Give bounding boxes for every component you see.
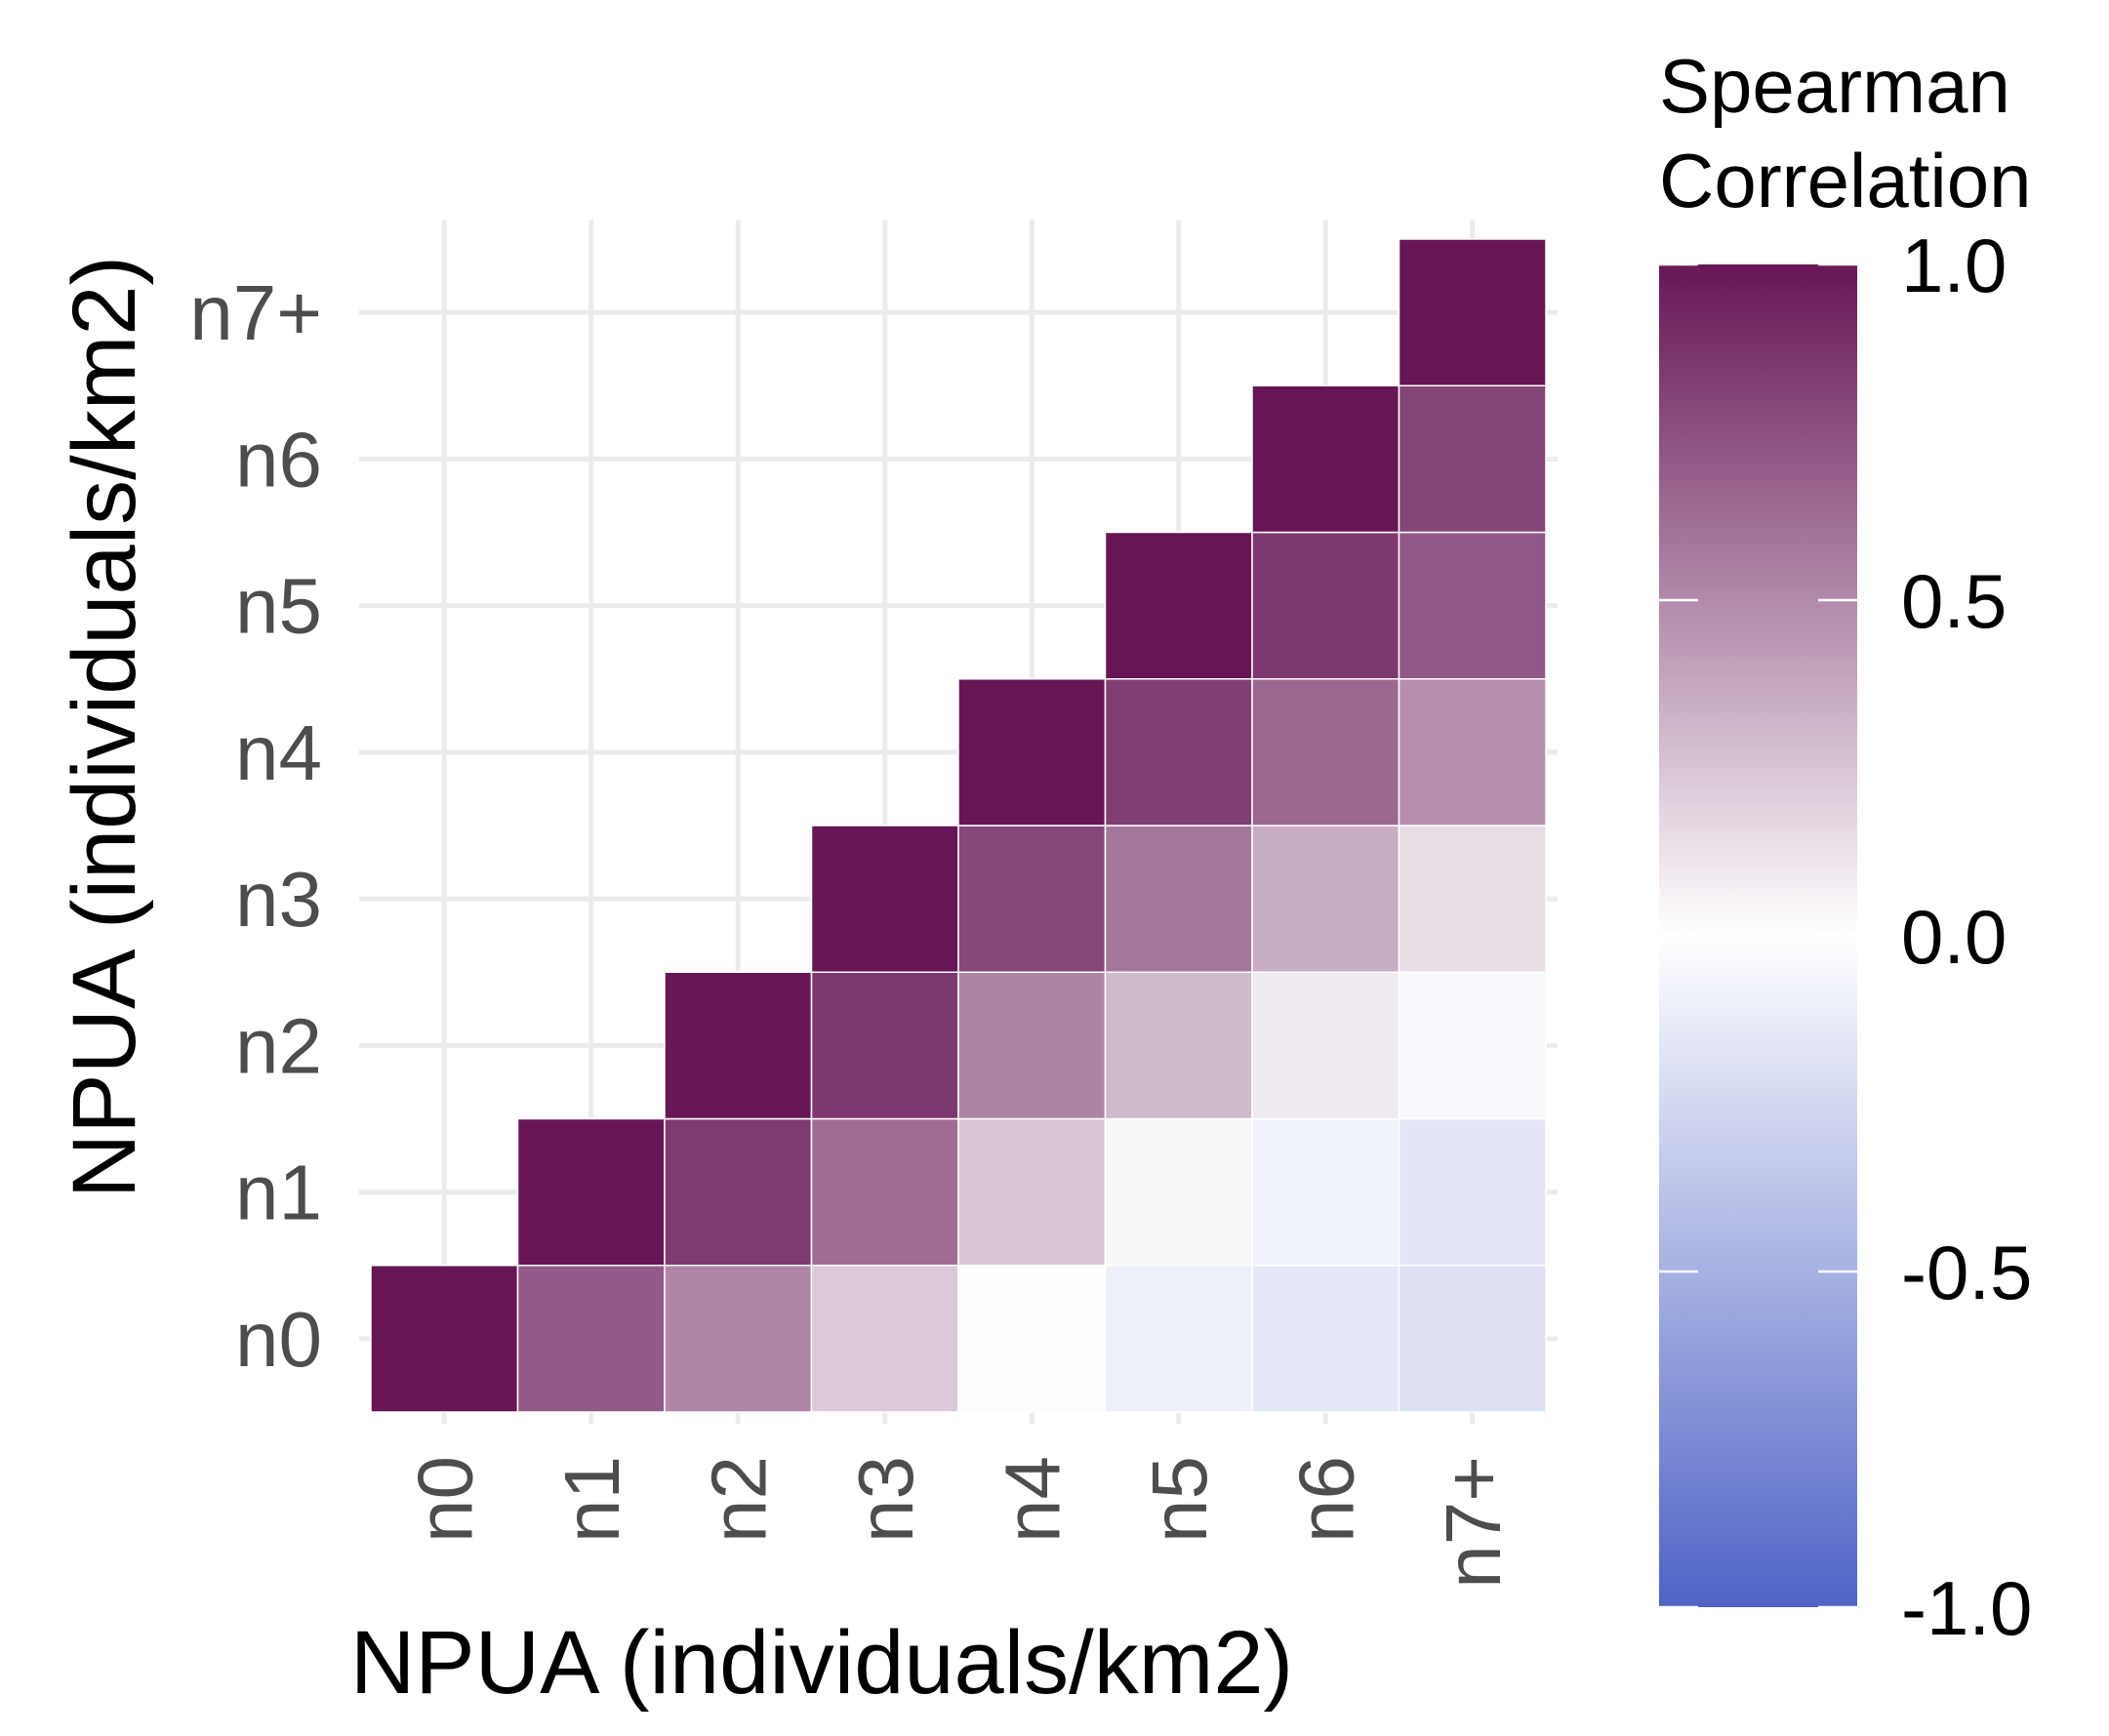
x-axis-tick-labels: n0 n1 n2 n3 n4 n5 n6 n7+ <box>401 1456 1517 1589</box>
cell-n1-n0 <box>516 1265 666 1413</box>
y-tick-label-n2: n2 <box>235 1002 322 1089</box>
cell-n2-n1 <box>664 1117 813 1267</box>
legend-title-line-1: Spearman <box>1659 43 2010 129</box>
legend-title-line-2: Correlation <box>1659 138 2032 223</box>
y-tick-label-n3: n3 <box>235 856 322 943</box>
y-axis-tick-labels: n0 n1 n2 n3 n4 n5 n6 n7+ <box>189 269 322 1383</box>
x-tick-label-n4: n4 <box>989 1456 1075 1543</box>
cell-n6-n6 <box>1251 384 1400 534</box>
x-tick-label-n0: n0 <box>401 1456 488 1543</box>
cell-n5-n1 <box>1104 1117 1253 1267</box>
cell-n0-n0 <box>370 1265 519 1413</box>
cell-n3-n3 <box>810 825 959 973</box>
cell-n4-n0 <box>957 1265 1107 1413</box>
y-tick-label-n7+: n7+ <box>189 269 322 356</box>
cell-n6-n5 <box>1251 531 1400 680</box>
y-tick-label-n4: n4 <box>235 709 322 796</box>
cell-n6-n1 <box>1251 1117 1400 1267</box>
cell-n6-n2 <box>1251 971 1400 1120</box>
cell-n5-n3 <box>1104 825 1253 973</box>
cell-n3-n1 <box>810 1117 959 1267</box>
cell-n1-n1 <box>516 1117 666 1267</box>
heatmap-cells <box>370 238 1547 1413</box>
cell-n3-n0 <box>810 1265 959 1413</box>
x-tick-label-n7+: n7+ <box>1430 1456 1517 1589</box>
cell-n5-n5 <box>1104 531 1253 680</box>
cell-n7+-n3 <box>1398 825 1547 973</box>
cell-n6-n0 <box>1251 1265 1400 1413</box>
cell-n4-n4 <box>957 678 1107 827</box>
legend-label-4: -1.0 <box>1901 1565 2032 1651</box>
y-axis-title: NPUA (individuals/km2) <box>55 256 154 1198</box>
cell-n5-n0 <box>1104 1265 1253 1413</box>
legend-label-0: 1.0 <box>1901 222 2007 308</box>
cell-n7+-n2 <box>1398 971 1547 1120</box>
cell-n5-n2 <box>1104 971 1253 1120</box>
cell-n2-n2 <box>664 971 813 1120</box>
legend-ticks: 1.0 0.5 0.0 -0.5 -1.0 <box>1659 222 2032 1651</box>
x-tick-label-n5: n5 <box>1136 1456 1223 1543</box>
cell-n7+-n0 <box>1398 1265 1547 1413</box>
cell-n3-n2 <box>810 971 959 1120</box>
cell-n6-n3 <box>1251 825 1400 973</box>
y-tick-label-n6: n6 <box>235 416 322 503</box>
legend-label-3: -0.5 <box>1901 1230 2032 1315</box>
cell-n7+-n5 <box>1398 531 1547 680</box>
x-tick-label-n3: n3 <box>842 1456 929 1543</box>
cell-n4-n1 <box>957 1117 1107 1267</box>
cell-n5-n4 <box>1104 678 1253 827</box>
x-tick-label-n2: n2 <box>695 1456 782 1543</box>
cell-n7+-n1 <box>1398 1117 1547 1267</box>
y-tick-label-n0: n0 <box>235 1296 322 1383</box>
y-tick-label-n1: n1 <box>235 1150 322 1236</box>
cell-n4-n3 <box>957 825 1107 973</box>
x-tick-label-n1: n1 <box>548 1456 635 1543</box>
y-tick-label-n5: n5 <box>235 563 322 650</box>
cell-n6-n4 <box>1251 678 1400 827</box>
legend-label-2: 0.0 <box>1901 894 2007 980</box>
cell-n7+-n6 <box>1398 384 1547 534</box>
x-tick-label-n6: n6 <box>1282 1456 1369 1543</box>
color-legend: Spearman Correlation 1.0 0.5 0.0 -0.5 -1.0 <box>1659 43 2032 1651</box>
cell-n7+-n7+ <box>1398 238 1547 386</box>
cell-n7+-n4 <box>1398 678 1547 827</box>
x-axis-title: NPUA (individuals/km2) <box>350 1613 1293 1713</box>
cell-n4-n2 <box>957 971 1107 1120</box>
legend-label-1: 0.5 <box>1901 558 2007 644</box>
cell-n2-n0 <box>664 1265 813 1413</box>
